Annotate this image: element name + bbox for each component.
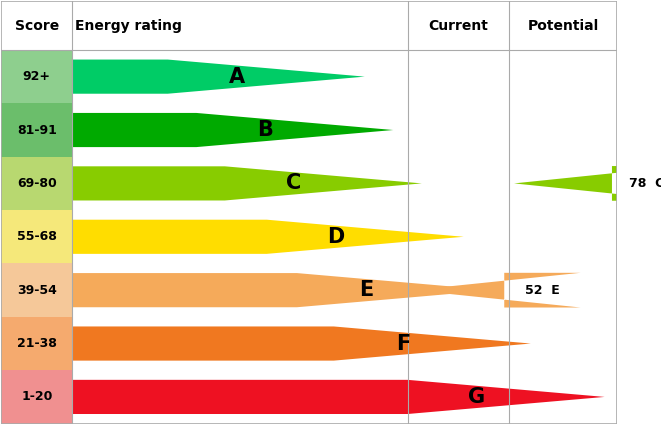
Text: E: E	[359, 280, 373, 300]
Bar	[1, 264, 72, 317]
Polygon shape	[72, 380, 605, 414]
Polygon shape	[72, 113, 393, 147]
Polygon shape	[72, 60, 365, 94]
Text: 39-54: 39-54	[17, 283, 57, 297]
Text: 81-91: 81-91	[17, 124, 57, 136]
Bar	[1, 370, 72, 424]
Polygon shape	[72, 326, 531, 361]
Text: B: B	[257, 120, 273, 140]
Polygon shape	[412, 273, 580, 308]
Text: F: F	[396, 334, 410, 354]
Bar	[1, 50, 72, 103]
Text: A: A	[229, 67, 245, 87]
Polygon shape	[72, 220, 463, 254]
Text: Score: Score	[15, 19, 59, 33]
Bar	[1, 157, 72, 210]
Text: D: D	[327, 227, 344, 247]
Text: 69-80: 69-80	[17, 177, 57, 190]
Bar	[1, 1, 617, 50]
Text: 1-20: 1-20	[21, 391, 52, 403]
Text: Energy rating: Energy rating	[75, 19, 182, 33]
Text: Current: Current	[428, 19, 488, 33]
Text: 55-68: 55-68	[17, 230, 57, 243]
Text: Potential: Potential	[527, 19, 599, 33]
Polygon shape	[514, 166, 661, 201]
Text: 78  C: 78 C	[629, 177, 661, 190]
Text: C: C	[286, 173, 301, 193]
Text: 92+: 92+	[22, 70, 51, 83]
Bar	[1, 317, 72, 370]
Bar	[1, 210, 72, 264]
Text: G: G	[468, 387, 485, 407]
Text: 21-38: 21-38	[17, 337, 57, 350]
Polygon shape	[72, 273, 494, 307]
Text: 52  E: 52 E	[525, 283, 560, 297]
Polygon shape	[72, 166, 422, 201]
Bar	[1, 103, 72, 157]
